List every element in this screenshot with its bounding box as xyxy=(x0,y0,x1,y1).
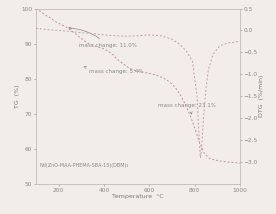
Text: Nd(ZnO-MAA-PHEMA-SBA-15)(DBM)₃: Nd(ZnO-MAA-PHEMA-SBA-15)(DBM)₃ xyxy=(39,163,129,168)
Y-axis label: TG  (%): TG (%) xyxy=(15,85,20,108)
Text: mass change: 11.0%: mass change: 11.0% xyxy=(69,27,137,48)
Text: mass change: 23.1%: mass change: 23.1% xyxy=(158,103,216,114)
Text: mass change: 5.4%: mass change: 5.4% xyxy=(84,67,144,74)
Y-axis label: DTG  (%/min): DTG (%/min) xyxy=(259,75,264,117)
X-axis label: Temperature  °C: Temperature °C xyxy=(112,194,164,199)
